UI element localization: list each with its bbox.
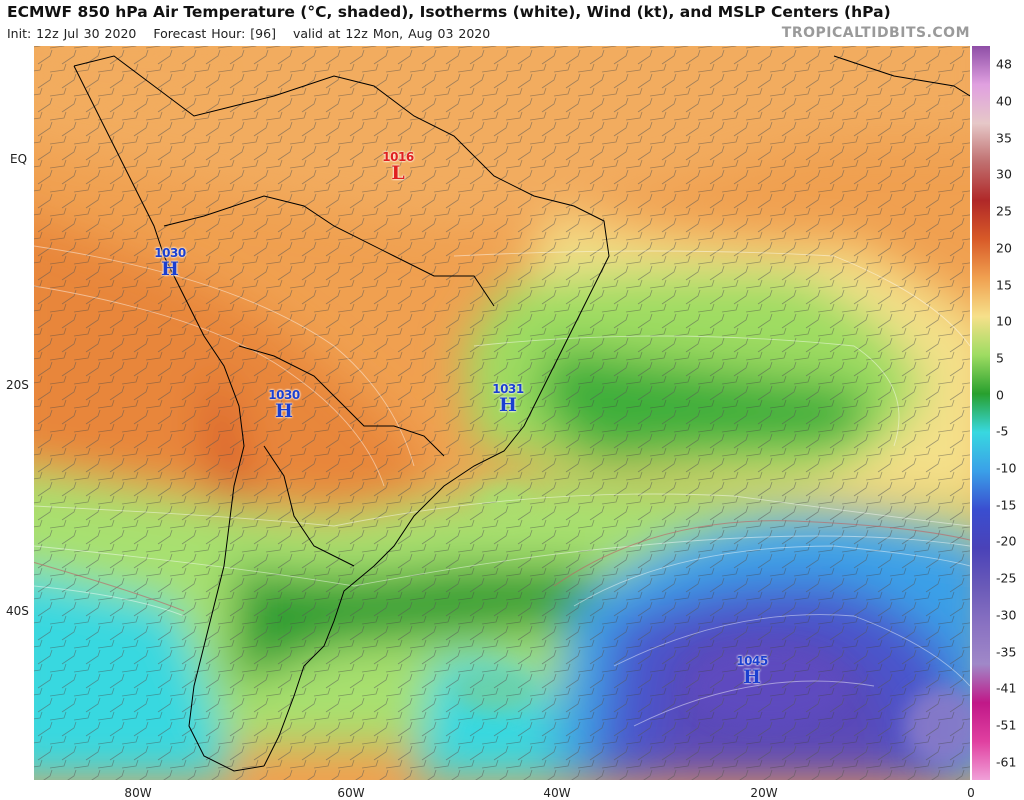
colorbar-tick-label: -20 [996,533,1017,549]
lat-label-eq: EQ [10,152,28,166]
valid-time: valid at 12z Mon, Aug 03 2020 [292,26,491,41]
temperature-colorbar [972,46,990,780]
colorbar-tick-label: 30 [996,166,1012,182]
colorbar-tick-label: 0 [996,387,1004,403]
coastlines [73,55,970,772]
lon-label-20w: 20W [750,786,778,800]
lon-label-60w: 60W [337,786,365,800]
colorbar-tick-label: 25 [996,203,1012,219]
colorbar-tick-label: -61 [996,754,1017,770]
colorbar-tick-label: -5 [996,423,1009,439]
lat-label-20s: 20S [6,378,29,392]
colorbar-tick-label: 35 [996,130,1012,146]
colorbar-tick-label: 10 [996,313,1012,329]
colorbar-tick-label: -51 [996,717,1017,733]
low-pressure-center: 1016 L [382,150,414,184]
colorbar-tick-label: 5 [996,350,1004,366]
chart-header: ECMWF 850 hPa Air Temperature (°C, shade… [0,0,1024,44]
forecast-hour: Forecast Hour: [96] [153,26,276,41]
isotherms [34,245,970,727]
zero-degree-line [34,561,185,612]
colorbar-tick-label: -35 [996,644,1017,660]
colorbar-tick-label: 40 [996,93,1012,109]
high-pressure-center: 1030 H [154,246,186,280]
high-pressure-center: 1031 H [492,382,524,416]
colorbar-tick-label: 15 [996,277,1012,293]
high-pressure-center: 1030 H [268,388,300,422]
lon-label-0: 0 [967,786,975,800]
colorbar-tick-label: -10 [996,460,1017,476]
colorbar-gradient [972,46,990,780]
map-panel: 1030 H 1030 H 1031 H 1045 H 1016 L [34,46,970,780]
colorbar-tick-label: -41 [996,680,1017,696]
lat-label-40s: 40S [6,604,29,618]
colorbar-tick-label: -25 [996,570,1017,586]
zero-degree-line-east [553,520,970,587]
lon-label-40w: 40W [543,786,571,800]
lon-label-80w: 80W [124,786,152,800]
colorbar-tick-label: 48 [996,56,1012,72]
map-title: ECMWF 850 hPa Air Temperature (°C, shade… [7,3,891,21]
wind-barbs-offset [34,46,970,780]
colorbar-tick-label: 20 [996,240,1012,256]
colorbar-tick-label: -15 [996,497,1017,513]
high-pressure-center: 1045 H [736,654,768,688]
init-time: Init: 12z Jul 30 2020 [7,26,137,41]
colorbar-tick-label: -30 [996,607,1017,623]
map-subtitle: Init: 12z Jul 30 2020 Forecast Hour: [96… [7,26,502,41]
temperature-map [34,46,970,780]
site-credit: TROPICALTIDBITS.COM [781,25,970,41]
